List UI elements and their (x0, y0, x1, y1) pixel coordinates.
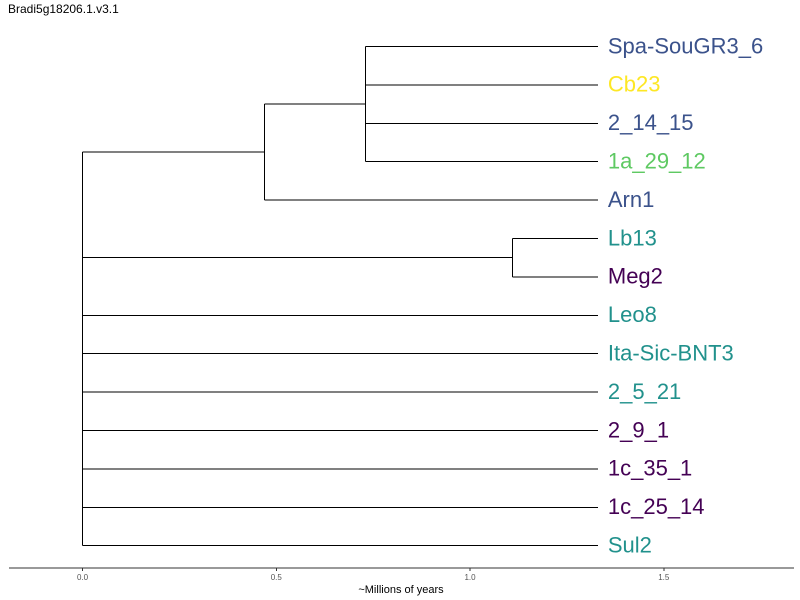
leaf-label: Lb13 (608, 225, 657, 250)
axis-tick-label: 0.5 (271, 573, 283, 582)
leaf-label: 2_14_15 (608, 110, 694, 135)
tree-title: Bradi5g18206.1.v3.1 (8, 2, 119, 16)
leaf-label: Sul2 (608, 533, 652, 558)
leaf-label: Meg2 (608, 264, 663, 289)
axis-tick-label: 1.0 (464, 573, 476, 582)
leaf-label: 2_9_1 (608, 417, 669, 442)
leaf-label: 1a_29_12 (608, 149, 706, 174)
leaf-label: 1c_25_14 (608, 494, 705, 519)
axis-label: ~Millions of years (358, 584, 444, 596)
leaf-label: 2_5_21 (608, 379, 681, 404)
tree-branches (82, 46, 598, 547)
time-axis: 0.0 0.5 1.0 1.5 ~Millions of years (9, 567, 794, 596)
leaf-label: Spa-SouGR3_6 (608, 33, 763, 58)
leaf-label: Arn1 (608, 187, 654, 212)
axis-ticks: 0.0 0.5 1.0 1.5 (77, 568, 670, 582)
leaf-label: Ita-Sic-BNT3 (608, 341, 734, 366)
leaf-label: Cb23 (608, 72, 661, 97)
leaf-labels: Spa-SouGR3_6 Cb23 2_14_15 1a_29_12 Arn1 Lb13 M… (608, 33, 763, 557)
leaf-label: 1c_35_1 (608, 456, 692, 481)
axis-tick-label: 1.5 (658, 573, 670, 582)
axis-tick-label: 0.0 (77, 573, 89, 582)
leaf-label: Leo8 (608, 302, 657, 327)
